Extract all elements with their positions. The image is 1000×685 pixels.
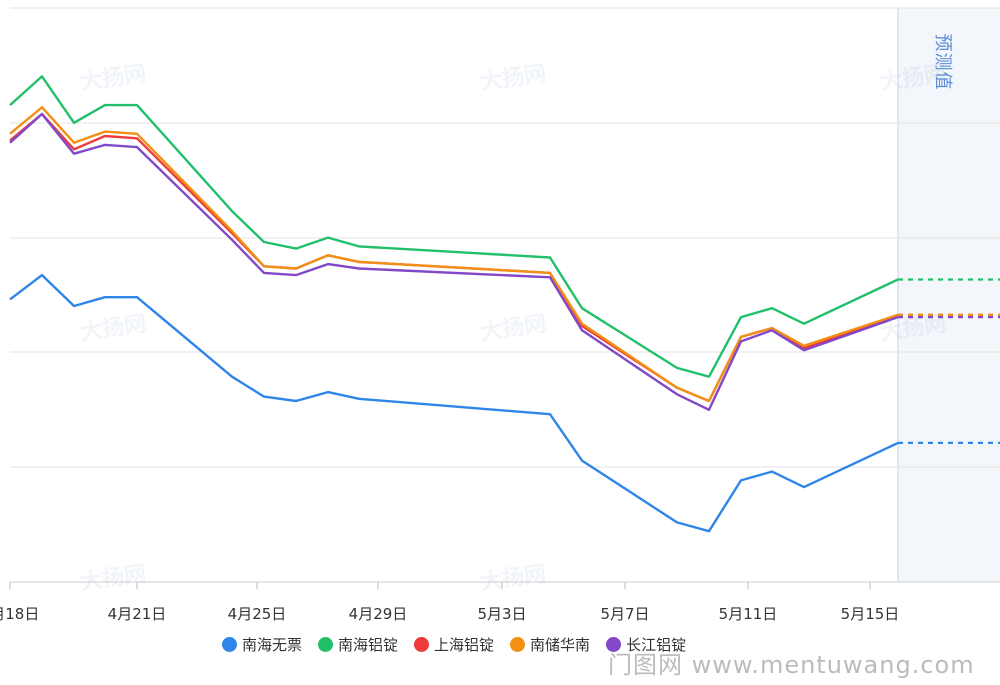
x-tick-label: 5月15日 xyxy=(841,605,900,623)
legend-dot-icon xyxy=(606,637,622,652)
legend-dot-icon xyxy=(414,637,430,652)
x-tick-label: 5月11日 xyxy=(719,605,778,623)
site-watermark: 门图网 www.mentuwang.com xyxy=(608,651,975,679)
forecast-lines xyxy=(898,278,1000,444)
legend-item[interactable]: 南海铝锭 xyxy=(318,634,398,655)
series-line xyxy=(9,112,899,411)
series-line xyxy=(9,273,899,533)
legend-item[interactable]: 上海铝锭 xyxy=(414,634,494,655)
chart-legend: 南海无票 南海铝锭 上海铝锭 南储华南 长江铝锭 xyxy=(222,634,686,655)
legend-label: 南海无票 xyxy=(242,636,303,654)
legend-label: 南海铝锭 xyxy=(338,636,399,654)
legend-dot-icon xyxy=(318,637,334,652)
legend-item[interactable]: 南海无票 xyxy=(222,634,302,655)
forecast-region xyxy=(898,8,1000,582)
x-tick-label: 5月7日 xyxy=(600,605,649,623)
x-tick-label: 4月18日 xyxy=(0,605,39,623)
series-line xyxy=(9,75,899,378)
legend-item[interactable]: 南储华南 xyxy=(510,634,590,655)
x-axis-ticks: 4月18日 4月21日 4月25日 4月29日 5月3日 5月7日 5月11日 5月15日 xyxy=(0,582,899,623)
legend-label: 南储华南 xyxy=(530,636,591,654)
grid-lines xyxy=(10,7,1000,468)
legend-label: 长江铝锭 xyxy=(626,636,687,654)
x-tick-label: 5月3日 xyxy=(477,605,526,623)
legend-label: 上海铝锭 xyxy=(434,636,495,654)
series-line xyxy=(9,106,899,403)
series-line xyxy=(9,112,899,403)
legend-dot-icon xyxy=(222,637,237,652)
x-tick-label: 4月29日 xyxy=(349,605,408,623)
legend-item[interactable]: 长江铝锭 xyxy=(606,634,686,655)
x-tick-label: 4月21日 xyxy=(108,605,167,623)
legend-dot-icon xyxy=(510,637,526,652)
forecast-label: 预测值 xyxy=(932,34,953,91)
x-tick-label: 4月25日 xyxy=(228,605,287,623)
series-layer xyxy=(9,75,899,533)
line-chart: 4月18日 4月21日 4月25日 4月29日 5月3日 5月7日 5月11日 5月15日 预… xyxy=(0,7,1000,623)
